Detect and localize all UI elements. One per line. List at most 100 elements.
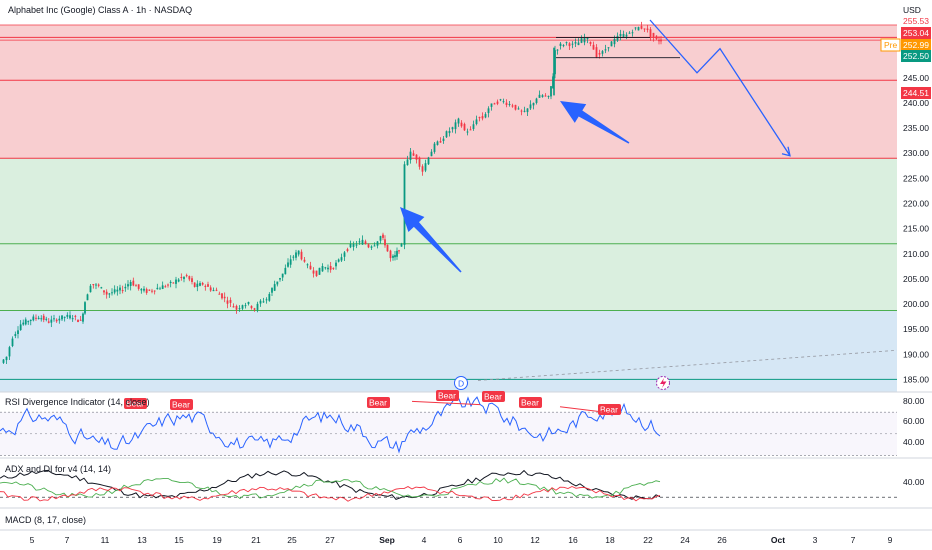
- price-axis[interactable]: 185.00 190.00 195.00 200.00 205.00 210.00 215.…: [903, 16, 929, 384]
- candle-body: [63, 316, 66, 318]
- price-tick-partial: 255.53: [903, 16, 929, 26]
- price-tag: [901, 39, 931, 51]
- candle-body: [586, 38, 589, 40]
- time-tick: 22: [643, 535, 653, 545]
- bear-tag: [436, 390, 459, 401]
- pre-badge-label: Pre: [884, 40, 898, 50]
- candle-body: [376, 241, 379, 246]
- bear-tag: [367, 397, 390, 408]
- candle-body: [433, 143, 436, 152]
- candle-body: [628, 32, 631, 34]
- candle-body: [207, 284, 209, 287]
- candle-body: [183, 276, 185, 280]
- adx-pane[interactable]: [0, 469, 897, 502]
- candle-body: [493, 103, 496, 105]
- candle-body: [300, 251, 303, 260]
- rsi-band: [0, 412, 897, 456]
- candle-body: [105, 291, 108, 295]
- candle-body: [201, 282, 204, 285]
- dashed-trend-line: [477, 349, 898, 381]
- time-tick: 16: [568, 535, 578, 545]
- candle-body: [177, 279, 180, 282]
- candle-body: [502, 101, 505, 103]
- candle-body: [226, 300, 229, 304]
- candle-body: [634, 27, 637, 29]
- candle-body: [640, 26, 643, 29]
- macd-title[interactable]: MACD (8, 17, close): [5, 515, 86, 525]
- candle-body: [457, 118, 460, 124]
- candle-body: [412, 153, 415, 156]
- price-tick: 245.00: [903, 73, 929, 83]
- candle-body: [652, 32, 655, 38]
- candle-body: [40, 318, 43, 320]
- candle-body: [164, 286, 167, 288]
- candle-body: [589, 42, 592, 44]
- time-tick: 26: [717, 535, 727, 545]
- candle-body: [396, 250, 398, 257]
- candle-body: [262, 301, 265, 303]
- time-tick: 11: [101, 535, 110, 545]
- candle-body: [554, 50, 556, 75]
- time-tick: Sep: [379, 535, 395, 545]
- time-tick: 3: [813, 535, 818, 545]
- time-tick: 15: [174, 535, 184, 545]
- earnings-icon[interactable]: [656, 376, 670, 390]
- candle-body: [487, 108, 490, 114]
- candle-body: [352, 244, 355, 247]
- time-tick: 25: [287, 535, 297, 545]
- candle-body: [42, 315, 45, 320]
- candle-body: [156, 287, 159, 290]
- candle-body: [303, 259, 306, 262]
- projection-arrowhead: [781, 146, 791, 157]
- candle-body: [37, 317, 40, 320]
- price-tag-label: 244.51: [903, 88, 929, 98]
- time-tick: 21: [251, 535, 261, 545]
- candle-body: [315, 270, 318, 277]
- rsi-tick-80: 80.00: [903, 396, 925, 406]
- candle-body: [127, 284, 129, 287]
- candle-body: [159, 288, 161, 290]
- candle-body: [256, 303, 259, 310]
- candle-body: [622, 33, 625, 37]
- candle-body: [140, 289, 143, 291]
- price-tag: [901, 27, 931, 39]
- candle-body: [232, 306, 235, 308]
- candle-body: [562, 45, 565, 47]
- candle-body: [370, 246, 373, 248]
- candle-body: [466, 131, 469, 133]
- candle-body: [268, 293, 271, 301]
- time-axis[interactable]: 5 7 11 13 15 19 21 25 27 Sep 4 6 10 12 16 18 22 24 26 Oct 3 7…: [30, 535, 893, 545]
- candle-body: [100, 287, 103, 289]
- candle-body: [514, 104, 517, 110]
- rsi-title[interactable]: RSI Divergence Indicator (14, close): [5, 397, 150, 407]
- candle-body: [379, 236, 382, 241]
- candle-body: [69, 315, 71, 319]
- candle-body: [17, 330, 19, 334]
- candle-body: [35, 317, 37, 319]
- candle-body: [436, 141, 439, 145]
- price-tag-label: 253.04: [903, 28, 929, 38]
- currency-label[interactable]: USD: [903, 5, 921, 15]
- rsi-tick-60: 60.00: [903, 416, 925, 426]
- drawing-overlays[interactable]: [400, 19, 898, 381]
- candle-body: [358, 241, 361, 243]
- candle-body: [523, 110, 526, 112]
- candle-body: [568, 43, 571, 47]
- candle-body: [373, 245, 376, 247]
- candle-body: [71, 318, 74, 320]
- candle-body: [238, 308, 241, 310]
- price-tick: 235.00: [903, 123, 929, 133]
- candle-body: [660, 39, 662, 42]
- candle-body: [289, 259, 292, 265]
- time-tick: 7: [851, 535, 856, 545]
- candle-body: [309, 265, 312, 270]
- dividend-marker[interactable]: D: [454, 376, 468, 390]
- adx-tick-40: 40.00: [903, 477, 925, 487]
- candle-body: [367, 244, 370, 248]
- candle-body: [287, 262, 289, 267]
- adx-title[interactable]: ADX and DI for v4 (14, 14): [5, 464, 111, 474]
- symbol-title[interactable]: Alphabet Inc (Google) Class A · 1h · NAS…: [8, 5, 192, 15]
- candle-body: [499, 99, 502, 101]
- rsi-pane[interactable]: Bear Bear Bear Bear Bear Bear Bear: [0, 390, 897, 456]
